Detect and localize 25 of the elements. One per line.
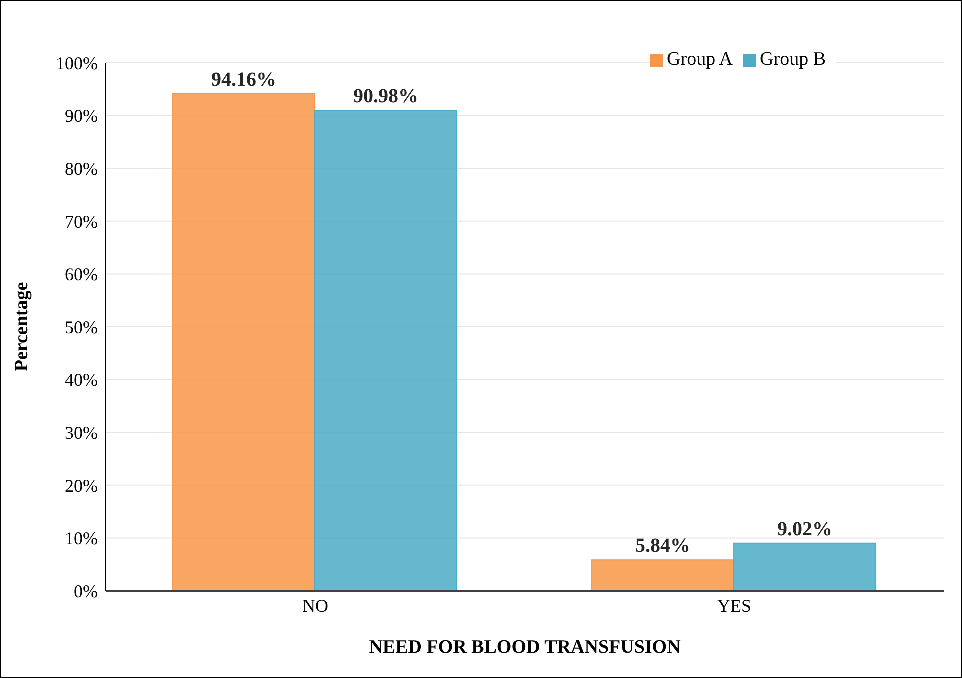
y-tick-label: 20% [65, 476, 98, 496]
data-label: 5.84% [636, 535, 691, 558]
y-tick-label: 80% [65, 158, 98, 179]
bar [314, 110, 458, 591]
y-tick-label: 90% [65, 106, 98, 126]
data-label: 90.98% [354, 86, 419, 108]
data-label: 94.16% [212, 68, 277, 91]
y-tick-label: 10% [65, 528, 98, 549]
y-tick-label: 40% [65, 370, 98, 390]
x-tick-label: NO [302, 596, 328, 616]
legend-label: Group B [760, 49, 826, 70]
bar [592, 560, 735, 591]
x-tick-label: YES [717, 596, 752, 616]
y-tick-label: 50% [65, 317, 98, 338]
legend-label: Group A [667, 49, 734, 70]
y-tick-label: 0% [74, 581, 98, 602]
x-axis-title: NEED FOR BLOOD TRANSFUSION [369, 637, 682, 658]
y-axis-title: Percentage [12, 282, 33, 372]
y-tick-label: 60% [65, 264, 98, 285]
data-label: 9.02% [778, 518, 833, 540]
y-tick-label: 30% [65, 422, 98, 443]
bar [734, 542, 877, 591]
bar [172, 93, 316, 591]
y-tick-label: 70% [65, 212, 98, 232]
y-tick-label: 100% [56, 53, 98, 74]
